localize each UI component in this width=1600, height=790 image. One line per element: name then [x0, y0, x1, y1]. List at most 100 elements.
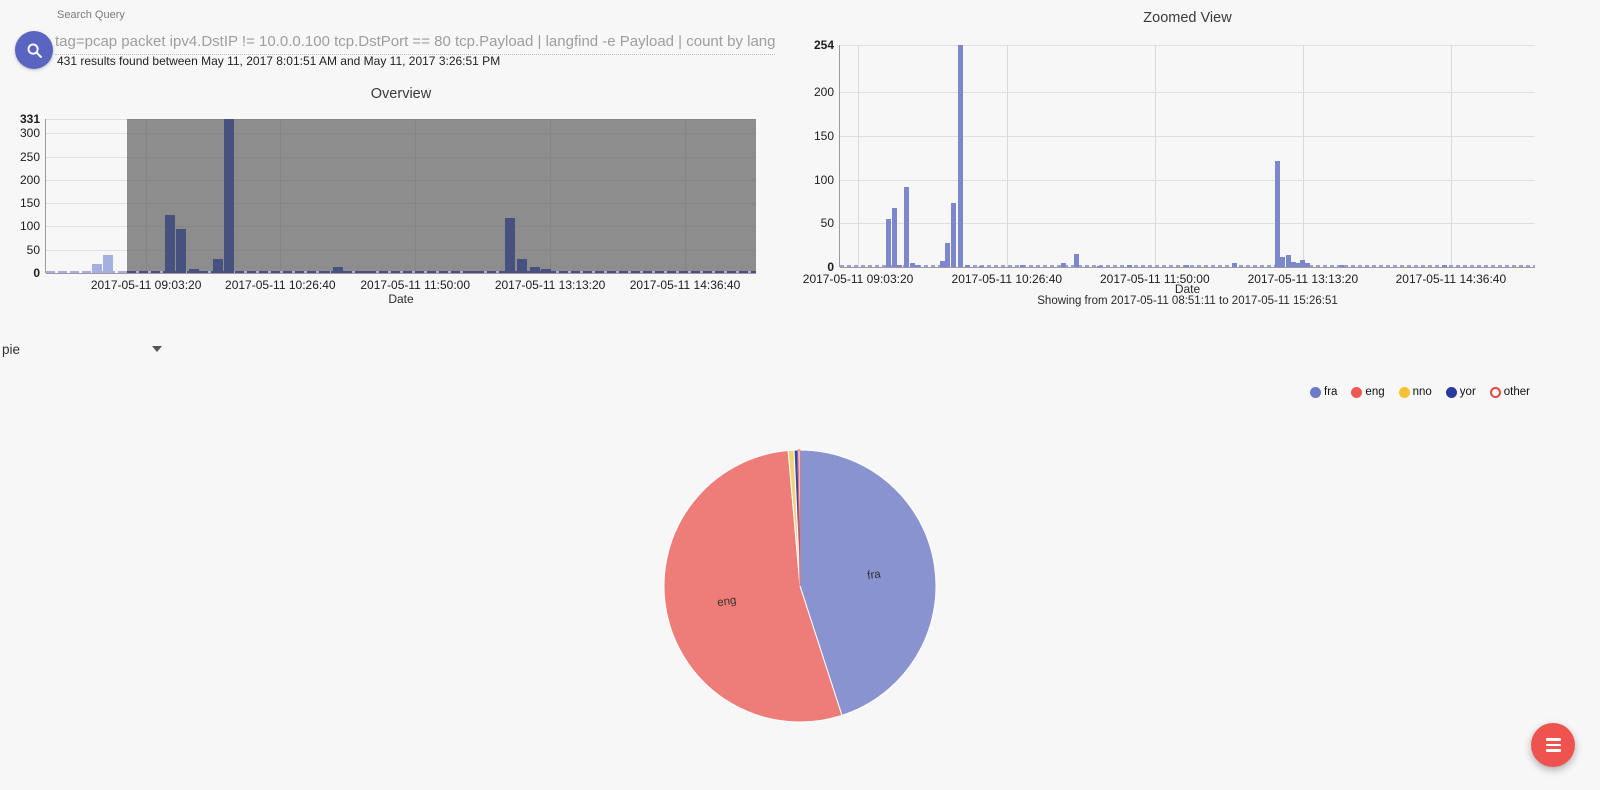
- y-tick-label: 50: [820, 216, 834, 231]
- legend-label-other: other: [1503, 386, 1530, 398]
- bar: [1020, 265, 1026, 267]
- search-results-text: 431 results found between May 11, 2017 8…: [57, 54, 501, 68]
- bar: [891, 208, 897, 267]
- x-gridline: [1302, 45, 1304, 267]
- x-axis-line: [840, 267, 1535, 268]
- bar: [945, 243, 951, 267]
- brush-selection[interactable]: [126, 119, 756, 273]
- search-query-label: Search Query: [57, 9, 125, 21]
- legend-item-yor[interactable]: yor: [1445, 386, 1476, 398]
- y-tick-label: 254: [813, 38, 834, 52]
- legend-dot-yor: [1445, 386, 1457, 398]
- x-tick-label: 2017-05-11 10:26:40: [951, 272, 1063, 286]
- bar: [1280, 256, 1286, 267]
- bar: [175, 228, 186, 273]
- bar: [1074, 253, 1080, 267]
- x-gridline: [858, 45, 860, 267]
- search-button[interactable]: [15, 31, 53, 69]
- bar: [464, 270, 475, 273]
- bar: [92, 263, 103, 273]
- bar: [951, 203, 957, 267]
- overview-plot-area[interactable]: 0 50 100 150 200 250 300 331 2017-05-11 09:03:20…: [20, 112, 756, 292]
- zoomed-xlabel: Date: [1174, 282, 1201, 296]
- x-tick-label: 2017-05-11 13:13:20: [494, 278, 606, 292]
- zoomed-plot-area[interactable]: 0 50 100 150 200 254 2017-05-11 09:03:20 2017-0…: [803, 38, 1535, 286]
- bar: [530, 266, 541, 273]
- bar: [320, 271, 331, 273]
- x-tick-label: 2017-05-11 11:50:00: [1100, 272, 1210, 286]
- legend-label-fra: fra: [1324, 386, 1338, 398]
- bar: [1442, 265, 1448, 267]
- bar: [1060, 262, 1066, 267]
- legend-item-other[interactable]: other: [1489, 386, 1530, 398]
- pie-slice-label-fra: fra: [867, 568, 883, 582]
- x-gridline: [1154, 45, 1156, 267]
- bar: [224, 119, 235, 273]
- overview-chart-title: Overview: [370, 86, 432, 102]
- y-axis-line: [839, 45, 840, 267]
- bar: [1127, 265, 1133, 267]
- legend-dot-eng: [1351, 386, 1363, 398]
- bar: [958, 45, 964, 267]
- x-tick-label: 2017-05-11 11:50:00: [360, 278, 471, 292]
- menu-icon: [1545, 743, 1561, 747]
- bar: [1285, 254, 1291, 267]
- bar: [356, 270, 367, 273]
- pie-legend: fra eng nno yor other: [1310, 386, 1530, 398]
- bar: [979, 266, 985, 267]
- x-gridline: [1450, 45, 1452, 267]
- y-gridline: [840, 179, 1535, 181]
- bar: [1305, 262, 1311, 267]
- bar: [964, 265, 970, 267]
- y-tick-label: 250: [19, 149, 40, 164]
- bar: [1274, 161, 1280, 267]
- bar: [188, 269, 199, 273]
- x-tick-label: 2017-05-11 13:13:20: [1247, 272, 1359, 286]
- zoomed-chart-title: Zoomed View: [1143, 10, 1232, 26]
- legend-item-nno[interactable]: nno: [1398, 386, 1432, 398]
- x-tick-label: 2017-05-11 09:03:20: [802, 272, 914, 286]
- y-tick-label: 150: [813, 128, 834, 143]
- search-query-input[interactable]: [55, 29, 775, 55]
- legend-dot-fra: [1310, 386, 1321, 398]
- search-icon: [27, 43, 42, 58]
- pie-slice-eng[interactable]: [663, 449, 843, 723]
- bar: [909, 262, 915, 267]
- y-gridline: [840, 135, 1535, 137]
- legend-item-eng[interactable]: eng: [1351, 386, 1385, 398]
- bar: [903, 186, 909, 267]
- bar: [897, 265, 903, 267]
- chart-type-select[interactable]: pie: [2, 338, 162, 360]
- pie-slice-other[interactable]: [797, 449, 801, 587]
- bar: [886, 218, 892, 267]
- bar: [505, 218, 516, 273]
- bar: [1300, 260, 1306, 267]
- legend-label-eng: eng: [1365, 386, 1385, 398]
- y-tick-label: 100: [813, 172, 834, 187]
- fab-menu-button[interactable]: [1531, 723, 1575, 767]
- menu-icon: [1545, 738, 1561, 741]
- zoomed-range-subtitle: Showing from 2017-05-11 08:51:11 to 2017…: [1037, 295, 1338, 307]
- y-tick-label: 300: [19, 126, 40, 141]
- bar: [939, 260, 945, 267]
- pie-chart: fra eng: [663, 449, 937, 723]
- bar: [1295, 262, 1301, 267]
- y-tick-label: 0: [33, 266, 40, 280]
- bar: [1097, 266, 1103, 267]
- y-gridline: [840, 45, 1535, 46]
- legend-label-nno: nno: [1412, 386, 1432, 398]
- y-tick-label: 100: [19, 219, 40, 234]
- x-tick-label: 2017-05-11 14:36:40: [629, 278, 741, 292]
- baseline-dashes-selected: [126, 271, 756, 273]
- y-tick-label: 50: [26, 242, 40, 257]
- y-tick-label: 200: [813, 85, 834, 100]
- pie-slice-fra[interactable]: [799, 449, 937, 717]
- x-axis-line: [46, 273, 756, 274]
- y-tick-label: 331: [19, 112, 40, 126]
- legend-item-fra[interactable]: fra: [1310, 386, 1337, 398]
- bar: [212, 258, 223, 273]
- x-gridline: [1006, 45, 1008, 267]
- y-tick-label: 200: [19, 172, 40, 187]
- legend-dot-nno: [1398, 386, 1410, 398]
